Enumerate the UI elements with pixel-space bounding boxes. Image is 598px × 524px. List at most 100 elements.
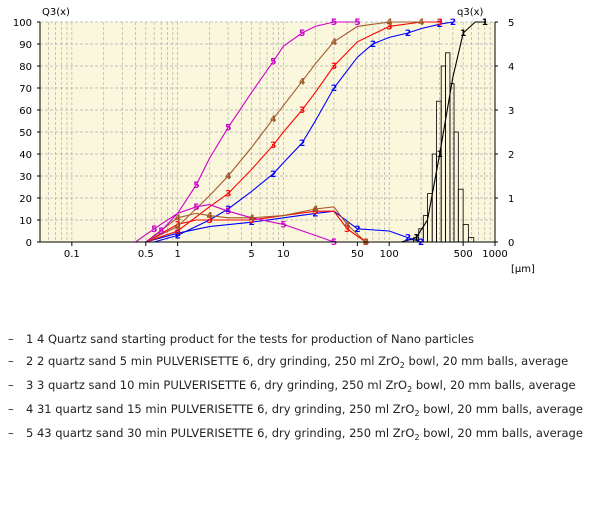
series-5-marker: 5 (151, 225, 157, 235)
legend-item: –3 3 quartz sand 10 min PULVERISETTE 6, … (8, 378, 593, 394)
legend-text: 3 3 quartz sand 10 min PULVERISETTE 6, d… (26, 378, 408, 392)
series-4-marker: 4 (386, 18, 392, 28)
series-3-marker: 3 (175, 227, 181, 237)
y-left-tick-label: 40 (19, 150, 32, 161)
series-3-marker: 3 (206, 216, 212, 226)
legend-subscript: 2 (407, 385, 413, 394)
series-2-marker: 2 (450, 18, 456, 28)
legend-text: 4 31 quartz sand 15 min PULVERISETTE 6, … (26, 402, 415, 416)
series-4-marker: 4 (249, 214, 255, 224)
legend-text-after: bowl, 20 mm balls, average (419, 426, 583, 440)
series-5-marker: 5 (331, 238, 337, 248)
series-4-marker: 4 (225, 172, 231, 182)
y-right-axis-label: q3(x) (457, 7, 484, 18)
series-5-marker: 5 (225, 207, 231, 217)
y-left-tick-label: 80 (19, 62, 32, 73)
legend-dash: – (8, 354, 14, 368)
x-tick-label: 10 (277, 249, 290, 260)
series-5-marker: 5 (299, 29, 305, 39)
x-tick-label: 0.1 (64, 249, 80, 260)
series-2-right-line (145, 210, 422, 243)
series-4-marker: 4 (175, 223, 181, 233)
y-left-tick-label: 90 (19, 40, 32, 51)
y-right-tick-label: 1 (508, 194, 514, 205)
series-2-marker: 2 (354, 225, 360, 235)
series-5-marker: 5 (270, 58, 276, 68)
y-left-tick-label: 20 (19, 194, 32, 205)
series-3-marker: 3 (249, 216, 255, 226)
legend-text: 5 43 quartz sand 30 min PULVERISETTE 6, … (26, 426, 415, 440)
y-right-tick-label: 5 (508, 18, 514, 29)
series-4-marker: 4 (363, 238, 369, 248)
legend-item: –1 4 Quartz sand starting product for th… (8, 332, 593, 346)
grid (39, 21, 495, 243)
series-2-marker: 2 (405, 234, 411, 244)
series-2-marker: 2 (370, 40, 376, 50)
series-3-marker: 3 (312, 207, 318, 217)
y-right-tick-label: 2 (508, 150, 514, 161)
y-left-tick-label: 30 (19, 172, 32, 183)
series-2-marker: 2 (175, 231, 181, 241)
y-left-axis-label: Q3(x) (42, 7, 70, 18)
series-2-marker: 2 (225, 205, 231, 215)
y-left-tick-label: 50 (19, 128, 32, 139)
y-right-tick-label: 4 (508, 62, 514, 73)
series-4-left-line (145, 21, 422, 243)
legend-text-after: bowl, 20 mm balls, average (412, 378, 576, 392)
series-3-marker: 3 (299, 106, 305, 116)
series-4-marker: 4 (270, 115, 276, 125)
y-left-tick-label: 60 (19, 106, 32, 117)
series-4-marker: 4 (206, 212, 212, 222)
legend-text-after: bowl, 20 mm balls, average (419, 402, 583, 416)
x-tick-label: 500 (454, 249, 473, 260)
series-4-marker: 4 (344, 220, 350, 230)
series-3-right-line (145, 210, 367, 243)
series-1-marker: 1 (437, 150, 443, 160)
series-5-marker: 5 (331, 18, 337, 28)
legend-dash: – (8, 426, 14, 440)
series-5-marker: 5 (193, 181, 199, 191)
series-1-left-line (401, 21, 485, 243)
series-3-marker: 3 (331, 62, 337, 72)
y-left-tick-label: 10 (19, 216, 32, 227)
legend-text: 2 2 quartz sand 5 min PULVERISETTE 6, dr… (26, 354, 400, 368)
legend-text: 1 4 Quartz sand starting product for the… (26, 332, 474, 346)
series-lines (135, 21, 485, 243)
series-2-marker: 2 (312, 209, 318, 219)
series-3-marker: 3 (270, 141, 276, 151)
series-3-left-line (145, 21, 440, 243)
x-tick-label: 100 (380, 249, 399, 260)
legend-dash: – (8, 332, 14, 346)
legend-item: –2 2 quartz sand 5 min PULVERISETTE 6, d… (8, 354, 593, 370)
series-5-marker: 5 (158, 227, 164, 237)
legend-subscript: 2 (414, 433, 420, 442)
series-2-left-line (154, 21, 453, 243)
series-2-marker: 2 (299, 139, 305, 149)
series-2-marker: 2 (175, 229, 181, 239)
legend-text-after: bowl, 20 mm balls, average (404, 354, 569, 368)
legend-subscript: 2 (414, 409, 420, 418)
legend-item: –4 31 quartz sand 15 min PULVERISETTE 6,… (8, 402, 593, 418)
series-2-marker: 2 (437, 20, 443, 30)
series-4-marker: 4 (418, 18, 424, 28)
series-5-marker: 5 (354, 18, 360, 28)
y-left-tick-label: 0 (26, 238, 32, 249)
x-tick-label: 0.5 (138, 249, 154, 260)
series-5-marker: 5 (225, 124, 231, 134)
series-2-marker: 2 (331, 84, 337, 94)
series-5-marker: 5 (280, 220, 286, 230)
y-right-tick-label: 0 (508, 238, 514, 249)
y-left-tick-label: 100 (13, 18, 32, 29)
series-1-marker: 1 (460, 29, 466, 39)
legend-subscript: 2 (399, 361, 405, 370)
series-3-marker: 3 (225, 190, 231, 200)
series-4-marker: 4 (299, 77, 305, 87)
series-2-marker: 2 (405, 29, 411, 39)
series-4-marker: 4 (175, 214, 181, 224)
series-5-right-line (135, 204, 335, 243)
legend-dash: – (8, 378, 14, 392)
series-1-marker: 1 (413, 234, 419, 244)
